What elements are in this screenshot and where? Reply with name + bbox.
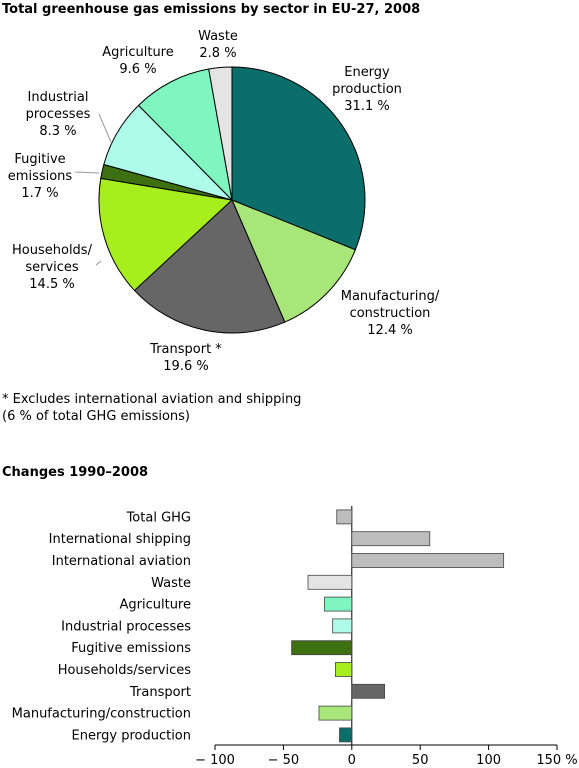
bar-category-label: Households/services: [58, 663, 192, 678]
bar-category-label: Agriculture: [120, 598, 192, 613]
pie-footnote: * Excludes international aviation and sh…: [2, 392, 301, 424]
pie-chart: [98, 66, 366, 334]
x-tick-label: 0: [348, 753, 356, 768]
bar-category-label: Total GHG: [126, 510, 191, 525]
footnote-line: (6 % of total GHG emissions): [2, 409, 190, 424]
pie-slice-label: Waste 2.8 %: [198, 29, 238, 61]
pie-labels: Energy production 31.1 % Manufacturing/cons…: [8, 29, 440, 374]
footnote-line: * Excludes international aviation and sh…: [2, 392, 301, 407]
x-tick-label: − 100: [195, 753, 235, 768]
pie-leader-line: [95, 260, 102, 266]
x-tick-label: 100: [476, 753, 501, 768]
x-tick-label: 150 %: [536, 753, 577, 768]
bar-category-label: Transport: [129, 685, 191, 700]
x-tick-label: − 50: [268, 753, 300, 768]
bar: [291, 640, 353, 656]
pie-slice: [231, 199, 357, 323]
bar-category-label: Energy production: [72, 728, 191, 743]
pie-slice: [137, 68, 233, 202]
pie-leader-line: [74, 171, 100, 174]
pie-slice: [98, 177, 234, 292]
pie-slice: [231, 66, 366, 251]
x-tick-label: 50: [412, 753, 429, 768]
bar-category-label: Fugitive emissions: [71, 641, 191, 656]
bar: [339, 727, 353, 743]
pie-leader-line: [98, 113, 112, 143]
pie-slice-label: Fugitive emissions 1.7 %: [8, 152, 73, 201]
bar-category-label: International shipping: [49, 532, 191, 547]
bar-category-label: Manufacturing/construction: [12, 707, 191, 722]
pie-slice: [133, 199, 286, 334]
bar: [351, 553, 505, 568]
bar: [324, 596, 353, 612]
pie-slice-label: Industrial processes 8.3 %: [26, 90, 91, 139]
bar: [336, 509, 353, 525]
bar-category-label: Industrial processes: [61, 619, 191, 634]
bar: [351, 531, 431, 547]
pie-slice-label: Manufacturing/construction 12.4 %: [341, 289, 440, 338]
pie-slice: [208, 66, 233, 201]
bar: [332, 618, 353, 634]
pie-slice-label: Agriculture 9.6 %: [102, 45, 174, 77]
bar-category-label: International aviation: [52, 554, 191, 569]
bar-chart: − 100 − 50 0 50 100 150 % Total GHG Internation…: [12, 506, 578, 768]
bar: [318, 705, 353, 721]
bar: [334, 662, 353, 677]
pie-slice-label: Energy production 31.1 %: [332, 65, 402, 114]
pie-chart-title: Total greenhouse gas emissions by sector…: [2, 2, 420, 17]
bar: [307, 574, 353, 590]
pie-slice-label: Households/services 14.5 %: [12, 243, 93, 292]
bar-chart-title: Changes 1990–2008: [2, 465, 148, 480]
bar: [351, 683, 386, 699]
pie-slice-label: Transport * 19.6 %: [149, 342, 222, 374]
bar-category-label: Waste: [151, 576, 191, 591]
